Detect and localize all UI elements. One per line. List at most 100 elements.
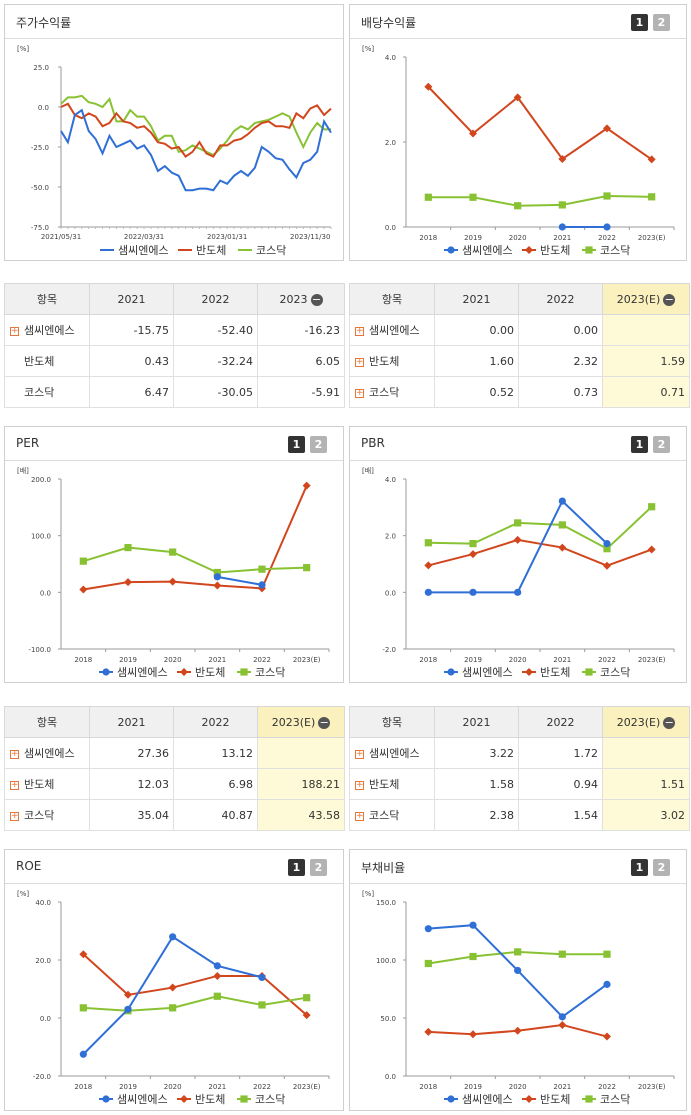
x-tick-label: 2021 bbox=[208, 1083, 226, 1091]
table-cell bbox=[257, 737, 345, 769]
row-label-cell: + 반도체 bbox=[349, 345, 435, 377]
series-line bbox=[83, 546, 307, 574]
pbr-chart: [배] 4.0 2.0 0.0 -2.0 2018 2019 2020 2021 2022 2023… bbox=[362, 466, 675, 679]
plus-box-icon[interactable]: + bbox=[355, 387, 364, 398]
table-cell: 6.47 bbox=[89, 376, 174, 408]
page-2-icon[interactable]: 2 bbox=[310, 859, 327, 876]
plus-box-icon[interactable]: + bbox=[355, 356, 364, 367]
y-tick-label: 40.0 bbox=[35, 899, 51, 907]
series-1 bbox=[424, 535, 656, 570]
point-square bbox=[558, 201, 566, 209]
x-tick-label: 2023(E) bbox=[293, 1083, 321, 1091]
point-diamond bbox=[525, 246, 533, 254]
column-header-label: 항목 bbox=[36, 293, 58, 306]
point-diamond bbox=[302, 1011, 311, 1020]
y-tick-label: 200.0 bbox=[31, 476, 51, 484]
point-circle bbox=[447, 668, 455, 676]
table-header-row: 항목 2021 2022 2023− bbox=[4, 283, 345, 315]
page-1-icon[interactable]: 1 bbox=[288, 859, 305, 876]
x-tick-label: 2023(E) bbox=[293, 656, 321, 664]
series-line bbox=[217, 575, 263, 586]
point-diamond bbox=[213, 971, 222, 980]
page-2-icon[interactable]: 2 bbox=[310, 436, 327, 453]
row-label: 반도체 bbox=[24, 778, 55, 791]
legend-label-0: 샘씨엔에스 bbox=[117, 1093, 168, 1106]
page-2-icon[interactable]: 2 bbox=[653, 859, 670, 876]
point-circle bbox=[447, 246, 455, 254]
y-unit-label: [%] bbox=[17, 890, 29, 898]
row-label: 샘씨엔에스 bbox=[24, 324, 75, 337]
plus-box-icon[interactable]: + bbox=[10, 810, 19, 821]
y-tick-label: -20.0 bbox=[33, 1073, 51, 1081]
debt-ratio-chart: [%]150.0 100.0 50.0 0.0 2018 2019 2020 2021 2022… bbox=[362, 890, 675, 1106]
point-square bbox=[124, 543, 132, 552]
row-label: 샘씨엔에스 bbox=[369, 324, 420, 337]
page-1-icon[interactable]: 1 bbox=[631, 436, 648, 453]
point-square bbox=[469, 540, 477, 548]
point-square bbox=[213, 568, 221, 577]
column-header-label: 2023(E) bbox=[616, 715, 661, 729]
table-row: + 샘씨엔에스 3.22 1.72 bbox=[349, 737, 690, 769]
plus-box-icon[interactable]: + bbox=[355, 325, 364, 336]
series-0 bbox=[79, 933, 266, 1058]
point-diamond bbox=[302, 481, 311, 490]
per-panel: PER 1 2 [배] 200.0 100.0 0.0 -100.0 2018 2019 20… bbox=[4, 426, 344, 683]
debt-ratio-panel: 부채비율 1 2 [%] 150.0 100.0 50.0 0.0 2018 2019 202… bbox=[349, 849, 687, 1111]
legend-label-2: 코스닥 bbox=[600, 666, 630, 679]
table-cell: 3.02 bbox=[602, 799, 690, 831]
series-0 bbox=[558, 223, 611, 231]
page-1-icon[interactable]: 1 bbox=[288, 436, 305, 453]
column-header: 2023(E) − bbox=[602, 283, 690, 315]
plus-box-icon[interactable]: + bbox=[10, 748, 19, 759]
series-line bbox=[428, 499, 608, 594]
column-header: 2023(E) − bbox=[257, 706, 345, 738]
series-1 bbox=[424, 1020, 611, 1041]
column-header-label: 2023 bbox=[279, 292, 308, 306]
stock-return-table: 항목 2021 2022 2023− + 샘씨엔에스 -15.75 -52.40 -16.23 반… bbox=[4, 283, 345, 408]
dividend-chart: [%] 4.0 2.0 0.0 2018 2019 2020 2021 2022 2023(E) 샘… bbox=[362, 45, 675, 257]
minus-circle-icon[interactable]: − bbox=[318, 715, 331, 729]
x-tick-label: 2019 bbox=[119, 656, 137, 664]
plus-box-icon[interactable]: + bbox=[10, 325, 19, 336]
page-1-icon[interactable]: 1 bbox=[631, 14, 648, 31]
y-tick-label: -50.0 bbox=[31, 184, 49, 192]
legend-label-1: 반도체 bbox=[195, 666, 225, 679]
point-diamond bbox=[525, 668, 533, 676]
table-row: + 코스닥 35.04 40.87 43.58 bbox=[4, 799, 345, 831]
column-header: 2022 bbox=[518, 706, 603, 738]
page-2-icon[interactable]: 2 bbox=[653, 436, 670, 453]
table-header-row: 항목 2021 2022 2023(E) − bbox=[4, 706, 345, 738]
x-tick-label: 2023(E) bbox=[638, 656, 666, 664]
table-cell: 0.71 bbox=[602, 376, 690, 408]
page-1-icon[interactable]: 1 bbox=[631, 859, 648, 876]
column-header: 2021 bbox=[434, 283, 519, 315]
x-tick-label: 2023(E) bbox=[638, 1083, 666, 1091]
x-tick-label: 2022 bbox=[598, 656, 616, 664]
point-circle bbox=[102, 668, 110, 676]
plus-box-icon[interactable]: + bbox=[355, 748, 364, 759]
minus-circle-icon[interactable]: − bbox=[663, 715, 676, 729]
row-label: 반도체 bbox=[369, 778, 400, 791]
table-cell: -52.40 bbox=[173, 314, 258, 346]
plus-box-icon[interactable]: + bbox=[355, 779, 364, 790]
table-row: + 반도체 1.58 0.94 1.51 bbox=[349, 768, 690, 800]
page-2-icon[interactable]: 2 bbox=[653, 14, 670, 31]
series-line-0 bbox=[60, 108, 332, 192]
minus-circle-icon[interactable]: − bbox=[663, 292, 676, 306]
point-square bbox=[558, 950, 566, 958]
minus-circle-icon[interactable]: − bbox=[310, 292, 323, 306]
plus-box-icon[interactable]: + bbox=[10, 779, 19, 790]
x-tick-label: 2021 bbox=[553, 656, 571, 664]
point-diamond bbox=[213, 581, 222, 590]
point-diamond bbox=[647, 155, 656, 164]
x-tick-label: 2018 bbox=[419, 234, 437, 242]
stock-return-panel: 주가수익률 [%] 25.0 0.0 -25.0 -50.0 -75.0 2021/05/3… bbox=[4, 4, 344, 261]
point-circle bbox=[169, 933, 177, 941]
point-circle bbox=[79, 1050, 87, 1058]
plus-box-icon[interactable]: + bbox=[355, 810, 364, 821]
row-label: 코스닥 bbox=[369, 386, 400, 399]
column-header: 2022 bbox=[518, 283, 603, 315]
table-cell: 6.05 bbox=[257, 345, 345, 377]
row-label: 코스닥 bbox=[369, 809, 400, 822]
y-tick-label: 100.0 bbox=[31, 533, 51, 541]
